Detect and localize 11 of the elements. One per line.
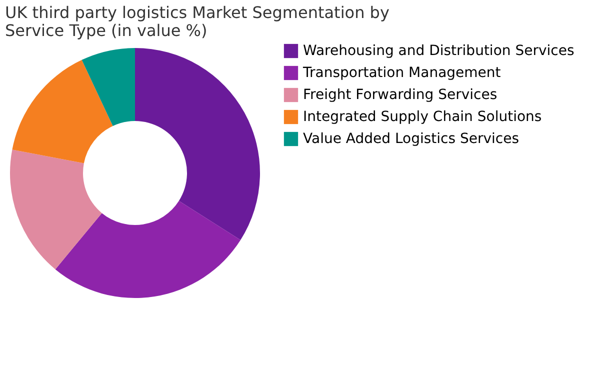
legend-label: Warehousing and Distribution Services	[303, 43, 574, 59]
legend-label: Value Added Logistics Services	[303, 131, 519, 147]
legend-label: Transportation Management	[302, 65, 502, 81]
donut-slice	[12, 60, 113, 164]
donut-slice	[135, 48, 260, 240]
chart-title: UK third party logistics Market Segmentation by Service Type (in value %)	[5, 3, 390, 40]
donut-slice	[10, 150, 102, 270]
donut-slice	[55, 200, 241, 298]
legend-label: Integrated Supply Chain Solutions	[303, 109, 542, 125]
legend-label: Freight Forwarding Services	[303, 87, 498, 103]
donut-slice	[82, 48, 135, 126]
